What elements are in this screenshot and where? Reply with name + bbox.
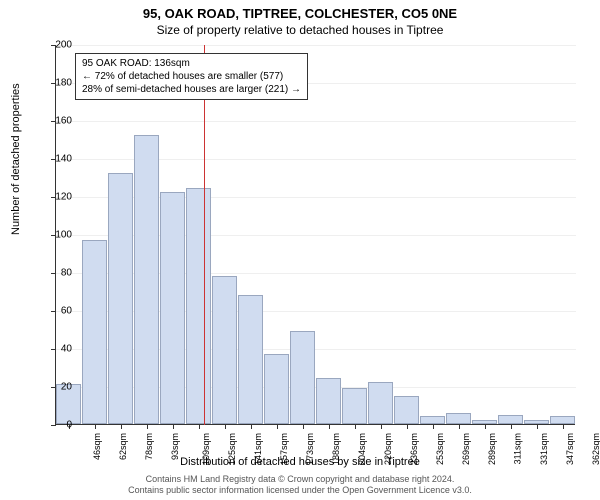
histogram-bar [212,276,237,424]
y-tick-label: 120 [42,192,72,203]
x-tick-label: 236sqm [409,433,419,465]
y-tick-label: 80 [42,268,72,279]
histogram-bar [498,415,523,425]
x-tick-label: 269sqm [461,433,471,465]
x-tick-label: 141sqm [253,433,263,465]
histogram-bar [368,382,393,424]
histogram-bar [550,416,575,424]
y-tick-label: 200 [42,40,72,51]
reference-line [204,45,205,425]
x-tick-label: 311sqm [512,433,522,464]
y-tick-label: 60 [42,306,72,317]
x-tick-label: 204sqm [357,433,367,465]
x-tick-label: 46sqm [92,433,102,460]
x-axis-title: Distribution of detached houses by size … [0,456,600,468]
y-tick-label: 20 [42,382,72,393]
histogram-bar [82,240,107,424]
footer-line2: Contains public sector information licen… [0,485,600,496]
marker-line3: 28% of semi-detached houses are larger (… [82,83,301,96]
x-tick-label: 253sqm [435,433,445,465]
plot-area [55,45,575,425]
chart: 95 OAK ROAD: 136sqm ← 72% of detached ho… [55,45,575,425]
y-tick-label: 160 [42,116,72,127]
x-tick-label: 157sqm [279,433,289,465]
histogram-bar [134,135,159,424]
x-tick-label: 62sqm [118,433,128,460]
y-tick-label: 180 [42,78,72,89]
y-tick-label: 40 [42,344,72,355]
x-tick-label: 188sqm [331,433,341,465]
marker-annotation: 95 OAK ROAD: 136sqm ← 72% of detached ho… [75,53,308,100]
x-tick-label: 93sqm [170,433,180,460]
histogram-bar [394,396,419,425]
x-tick-label: 347sqm [565,433,575,465]
x-tick-label: 78sqm [144,433,154,460]
y-tick-label: 0 [42,420,72,431]
histogram-bar [238,295,263,424]
histogram-bar [446,413,471,424]
x-tick-label: 331sqm [539,433,549,465]
x-tick-label: 173sqm [305,433,315,465]
footer: Contains HM Land Registry data © Crown c… [0,474,600,496]
histogram-bar [186,188,211,424]
histogram-bar [316,378,341,424]
y-axis-title: Number of detached properties [10,83,22,235]
x-tick-label: 289sqm [487,433,497,465]
histogram-bar [420,416,445,424]
x-tick-label: 125sqm [227,433,237,465]
x-tick-label: 220sqm [383,433,393,465]
y-tick-label: 100 [42,230,72,241]
marker-line1: 95 OAK ROAD: 136sqm [82,57,301,70]
histogram-bar [160,192,185,424]
x-tick-label: 109sqm [201,433,211,465]
histogram-bar [264,354,289,424]
marker-line2: ← 72% of detached houses are smaller (57… [82,70,301,83]
page-title: 95, OAK ROAD, TIPTREE, COLCHESTER, CO5 0… [0,0,600,21]
footer-line1: Contains HM Land Registry data © Crown c… [0,474,600,485]
histogram-bar [108,173,133,424]
x-tick-label: 362sqm [591,433,600,465]
histogram-bar [290,331,315,424]
histogram-bar [342,388,367,424]
y-tick-label: 140 [42,154,72,165]
page-subtitle: Size of property relative to detached ho… [0,21,600,37]
